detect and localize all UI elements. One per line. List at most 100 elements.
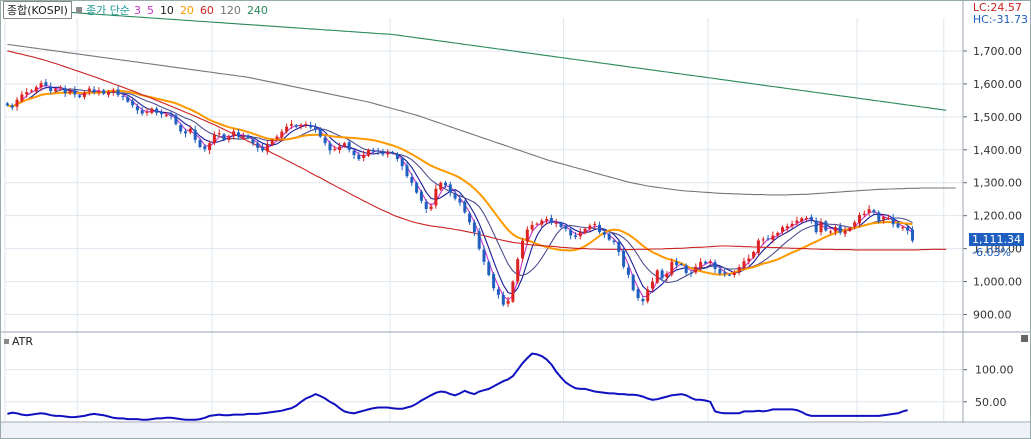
price-tick-label: 1,400.00	[973, 144, 1022, 157]
lc-value: LC:24.57	[972, 1, 1022, 14]
candle-body	[742, 261, 746, 269]
candle-body	[694, 266, 698, 273]
candle-body	[771, 235, 775, 240]
candle-body	[689, 273, 693, 274]
candle-body	[569, 229, 573, 236]
candle-body	[843, 230, 847, 234]
candle-body	[747, 258, 751, 262]
candle-body	[756, 240, 760, 253]
candle-body	[545, 219, 549, 221]
candle-body	[10, 105, 14, 108]
candle-body	[554, 222, 558, 224]
candle-body	[184, 131, 187, 134]
candle-body	[126, 97, 130, 102]
candle-body	[395, 154, 399, 159]
candle-body	[891, 218, 895, 225]
candle-body	[193, 129, 197, 140]
candle-body	[294, 125, 298, 127]
atr-tick-label: 50.00	[975, 396, 1007, 409]
last-price: 1,111.34	[969, 233, 1024, 246]
candle-body	[896, 223, 900, 228]
candle-body	[598, 224, 601, 233]
candle-body	[285, 126, 289, 132]
ma-period-10: 10	[159, 3, 174, 17]
candle-body	[54, 89, 58, 92]
ma-period-60: 60	[199, 3, 214, 17]
candle-body	[448, 184, 452, 193]
candle-body	[439, 182, 443, 190]
candle-body	[169, 115, 173, 117]
candle-body	[761, 239, 765, 241]
candle-body	[34, 87, 38, 92]
scroll-icon[interactable]	[1021, 335, 1028, 342]
candle-body	[732, 272, 736, 275]
candle-body	[588, 225, 592, 229]
candle-body	[877, 212, 881, 221]
candle-body	[323, 137, 327, 144]
candle-body	[684, 265, 688, 273]
candle-body	[626, 267, 630, 275]
candle-body	[867, 209, 871, 213]
candle-body	[20, 94, 24, 101]
candle-body	[150, 108, 154, 113]
candle-body	[646, 289, 650, 302]
ma-period-240: 240	[246, 3, 268, 17]
candle-body	[367, 149, 370, 156]
candle-body	[655, 270, 659, 283]
candle-body	[824, 221, 828, 231]
candle-body	[222, 134, 226, 140]
ma-period-3: 3	[133, 3, 141, 17]
candle-body	[82, 92, 86, 98]
candle-body	[574, 235, 577, 238]
candle-body	[352, 150, 356, 156]
candle-body	[381, 152, 385, 155]
candle-body	[188, 128, 192, 133]
candle-body	[530, 224, 534, 230]
candle-body	[809, 217, 813, 220]
candle-body	[458, 198, 462, 203]
candle-body	[78, 95, 82, 97]
candle-body	[853, 222, 857, 227]
candle-body	[58, 87, 62, 89]
candle-body	[819, 222, 823, 233]
hc-value: HC:-31.73	[972, 13, 1028, 26]
candle-body	[342, 143, 346, 147]
legend-square-icon	[75, 7, 82, 13]
price-tag: 1,111.34 -6.03%	[969, 233, 1024, 259]
candle-body	[145, 111, 149, 113]
atr-square-icon	[4, 339, 9, 344]
candle-body	[97, 91, 101, 93]
ma-period-20: 20	[179, 3, 194, 17]
candle-body	[516, 259, 520, 282]
candle-body	[203, 146, 207, 150]
candle-body	[708, 261, 712, 263]
candle-body	[858, 215, 861, 224]
candle-body	[453, 193, 457, 199]
candle-body	[665, 273, 669, 278]
atr-label: ATR	[4, 335, 33, 348]
atr-tick-label: 100.00	[975, 364, 1014, 377]
candle-body	[44, 82, 48, 86]
price-tick-label: 1,600.00	[973, 78, 1022, 91]
candle-body	[511, 281, 515, 302]
candle-body	[737, 267, 741, 272]
candle-body	[882, 217, 886, 220]
symbol-selector[interactable]: 종합(KOSPI)	[3, 1, 72, 19]
candle-body	[549, 218, 553, 223]
candle-body	[208, 143, 212, 151]
candle-body	[314, 127, 317, 130]
candle-body	[261, 146, 265, 151]
candle-body	[723, 272, 727, 274]
candle-body	[622, 250, 626, 267]
info-box: LC:24.57 HC:-31.73	[973, 2, 1028, 26]
ma-line-120	[7, 43, 956, 196]
candle-body	[578, 232, 582, 237]
candle-body	[617, 242, 621, 252]
candle-body	[607, 233, 611, 240]
candle-body	[814, 220, 818, 233]
candle-body	[227, 136, 231, 140]
candle-body	[304, 124, 308, 126]
candle-body	[468, 213, 472, 223]
candle-body	[833, 227, 837, 232]
